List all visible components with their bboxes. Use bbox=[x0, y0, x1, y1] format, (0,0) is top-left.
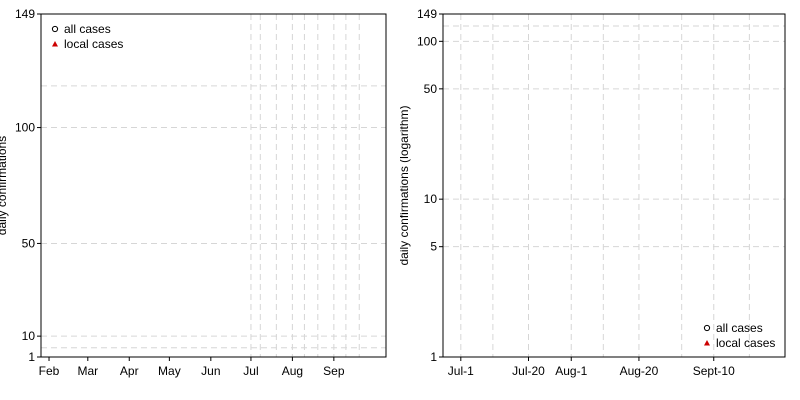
legend-label: all cases bbox=[716, 321, 763, 335]
legend-label: all cases bbox=[64, 22, 111, 36]
legend-marker-circle bbox=[51, 25, 59, 33]
y-tick-label: 149 bbox=[417, 7, 437, 21]
y-tick-label: 50 bbox=[424, 82, 438, 96]
legend-label: local cases bbox=[64, 37, 123, 51]
legend-marker-circle bbox=[703, 324, 711, 332]
y-tick-label: 50 bbox=[22, 236, 36, 250]
legend-marker-triangle bbox=[704, 340, 710, 346]
x-tick-label: Sept-10 bbox=[693, 364, 735, 378]
chart-panel-log: 1 5 10 50 100 149 Jul-1 Jul-20 Aug-1 Aug-20 Sept-1… bbox=[400, 7, 786, 378]
y-tick-label: 10 bbox=[424, 192, 438, 206]
x-tick-label: Jun bbox=[201, 364, 220, 378]
y-tick-label: 5 bbox=[430, 240, 437, 254]
x-tick-label: Feb bbox=[39, 364, 60, 378]
y-tick-label: 100 bbox=[417, 34, 437, 48]
x-tick-label: Mar bbox=[77, 364, 98, 378]
y-axis-label: daily confirmations (logarithm) bbox=[400, 105, 411, 265]
y-tick-label: 1 bbox=[430, 350, 437, 364]
legend-marker-triangle bbox=[52, 41, 58, 47]
x-tick-label: Jul-1 bbox=[448, 364, 474, 378]
plot-frame bbox=[442, 13, 786, 358]
y-tick-label: 100 bbox=[15, 121, 35, 135]
y-tick-label: 149 bbox=[15, 7, 35, 21]
x-tick-label: Jul bbox=[243, 364, 258, 378]
x-tick-label: Sep bbox=[323, 364, 345, 378]
x-tick-label: May bbox=[158, 364, 181, 378]
legend-label: local cases bbox=[716, 336, 775, 350]
x-tick-label: Apr bbox=[120, 364, 139, 378]
x-tick-label: Jul-20 bbox=[512, 364, 545, 378]
plot-frame bbox=[40, 13, 387, 358]
y-axis-label: daily confirmations bbox=[0, 136, 9, 235]
y-tick-label: 10 bbox=[22, 329, 36, 343]
x-tick-label: Aug bbox=[282, 364, 303, 378]
x-tick-label: Aug-1 bbox=[555, 364, 587, 378]
x-tick-label: Aug-20 bbox=[620, 364, 659, 378]
chart-panel-linear: 1 10 50 100 149 Feb Mar Apr May Jun Jul Aug Sep daily… bbox=[0, 7, 387, 378]
y-tick-label: 1 bbox=[28, 350, 35, 364]
